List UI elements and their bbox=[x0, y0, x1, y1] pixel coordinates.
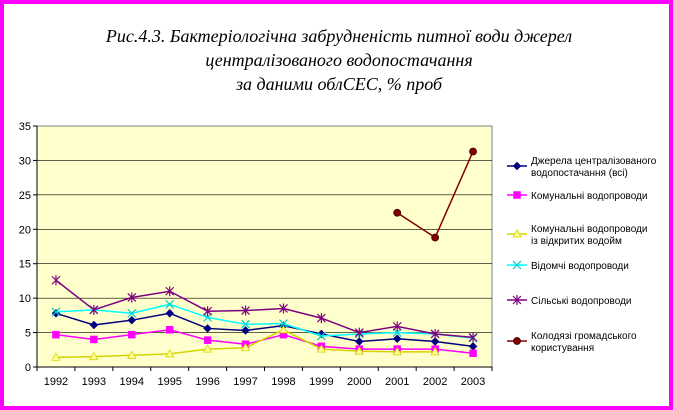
data-point-series-4 bbox=[392, 328, 402, 337]
legend-swatch-marker bbox=[512, 260, 522, 270]
data-point-series-2 bbox=[128, 330, 136, 339]
data-point-series-3 bbox=[430, 347, 440, 356]
legend-label: водопостачання (всі) bbox=[531, 168, 628, 179]
series-line-5 bbox=[55, 279, 474, 339]
data-point-series-6 bbox=[469, 147, 477, 156]
data-point-series-6 bbox=[393, 208, 402, 217]
data-point-series-2 bbox=[469, 349, 477, 357]
data-point-series-2 bbox=[52, 330, 60, 339]
data-point-series-3 bbox=[165, 349, 175, 358]
data-point-series-6 bbox=[431, 233, 440, 242]
data-point-series-5 bbox=[354, 327, 364, 338]
chart-title: Рис.4.3. Бактеріологічна забрудненість п… bbox=[44, 24, 634, 96]
data-point-series-3 bbox=[240, 342, 251, 352]
chart-title-line-2: централізованого водопостачання bbox=[205, 50, 473, 70]
x-tick-label: 2003 bbox=[461, 376, 485, 388]
x-tick-label: 1993 bbox=[82, 376, 106, 388]
data-point-series-3 bbox=[392, 347, 402, 356]
data-point-series-4 bbox=[127, 308, 137, 318]
data-point-series-3 bbox=[89, 351, 99, 361]
data-point-series-4 bbox=[51, 307, 61, 317]
data-point-series-5 bbox=[203, 306, 213, 317]
data-point-series-3 bbox=[316, 344, 327, 353]
y-tick-label: 20 bbox=[19, 224, 31, 236]
x-tick-label: 2002 bbox=[423, 376, 447, 388]
series-line-4 bbox=[55, 303, 474, 339]
data-point-series-4 bbox=[203, 312, 213, 322]
legend-swatch-marker bbox=[512, 295, 522, 305]
data-point-series-1 bbox=[89, 320, 99, 330]
data-point-series-1 bbox=[165, 308, 175, 318]
data-point-series-4 bbox=[316, 331, 326, 341]
chart-title-line-1: Рис.4.3. Бактеріологічна забрудненість п… bbox=[105, 26, 573, 46]
data-point-series-5 bbox=[430, 328, 440, 339]
series-line-1 bbox=[55, 312, 474, 348]
data-point-series-2 bbox=[90, 335, 98, 344]
x-tick-label: 1997 bbox=[233, 376, 257, 388]
legend-label: Комунальні водопроводи bbox=[531, 224, 647, 235]
y-tick-label: 5 bbox=[25, 328, 31, 340]
data-point-series-2 bbox=[165, 326, 174, 334]
legend-label: Джерела централізованого bbox=[531, 156, 657, 167]
data-point-series-1 bbox=[203, 324, 212, 333]
y-tick-label: 35 bbox=[19, 121, 31, 133]
x-tick-label: 2001 bbox=[385, 376, 409, 388]
data-point-series-5 bbox=[392, 321, 402, 332]
data-point-series-4 bbox=[279, 319, 288, 329]
x-tick-label: 1999 bbox=[309, 376, 333, 388]
plot-area bbox=[36, 125, 493, 368]
x-tick-label: 2000 bbox=[347, 376, 371, 388]
data-point-series-2 bbox=[203, 336, 212, 344]
data-point-series-4 bbox=[165, 299, 175, 309]
y-tick-label: 0 bbox=[25, 362, 31, 374]
legend-label: Сільські водопроводи bbox=[531, 296, 632, 307]
data-point-series-3 bbox=[127, 350, 137, 359]
legend-label: користування bbox=[531, 343, 594, 354]
x-tick-label: 1992 bbox=[44, 376, 68, 388]
legend-label: Колодязі громадського bbox=[531, 331, 637, 342]
data-point-series-1 bbox=[241, 326, 250, 335]
data-point-series-3 bbox=[51, 352, 61, 361]
y-tick-label: 10 bbox=[19, 293, 31, 305]
y-tick-label: 15 bbox=[19, 259, 31, 271]
data-point-series-1 bbox=[392, 334, 402, 344]
data-point-series-5 bbox=[241, 305, 250, 316]
legend-label: із відкритих водойм bbox=[531, 236, 622, 247]
chart-title-line-3: за даними облСЕС, % проб bbox=[235, 74, 443, 94]
x-tick-label: 1995 bbox=[157, 376, 181, 388]
data-point-series-5 bbox=[165, 286, 175, 297]
data-point-series-5 bbox=[127, 292, 137, 303]
data-point-series-5 bbox=[89, 304, 99, 315]
legend-swatch-marker bbox=[512, 229, 522, 238]
x-tick-label: 1998 bbox=[271, 376, 295, 388]
legend-label: Відомчі водопроводи bbox=[531, 261, 629, 272]
data-point-series-3 bbox=[354, 346, 364, 355]
data-point-series-5 bbox=[316, 313, 326, 324]
legend-swatch-marker bbox=[512, 161, 522, 171]
data-point-series-4 bbox=[241, 319, 250, 329]
legend-swatch-marker bbox=[513, 337, 521, 345]
data-point-series-5 bbox=[279, 303, 288, 314]
data-point-series-3 bbox=[202, 344, 213, 353]
legend-label: Комунальні водопроводи bbox=[531, 191, 647, 202]
x-tick-label: 1996 bbox=[195, 376, 219, 388]
y-tick-label: 30 bbox=[19, 155, 31, 167]
data-point-series-1 bbox=[127, 315, 137, 325]
legend-swatch-marker bbox=[513, 191, 521, 199]
y-tick-label: 25 bbox=[19, 190, 31, 202]
data-point-series-5 bbox=[51, 275, 61, 286]
data-point-series-3 bbox=[278, 325, 289, 334]
x-tick-label: 1994 bbox=[120, 376, 144, 388]
data-point-series-5 bbox=[468, 332, 478, 343]
